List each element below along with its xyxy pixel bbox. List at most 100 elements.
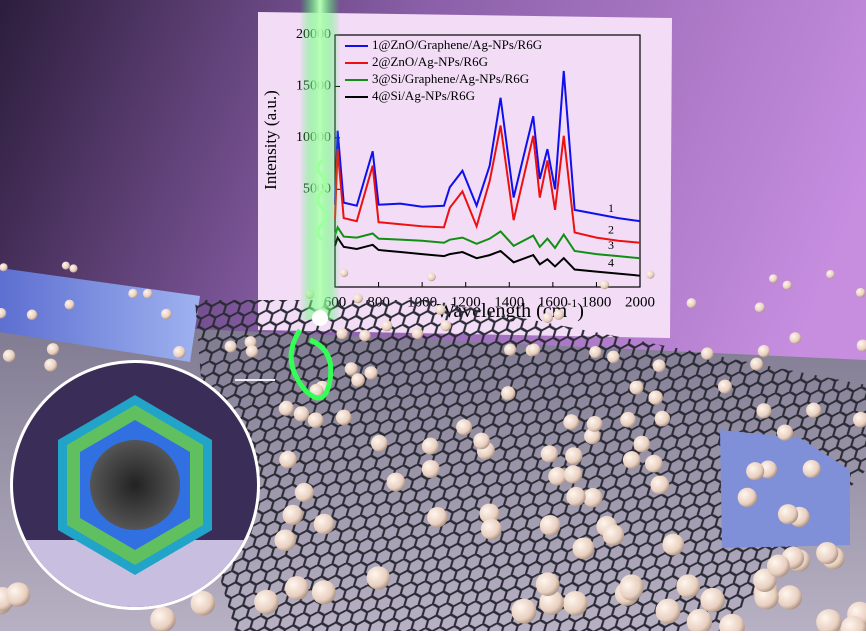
nanoparticle	[737, 487, 758, 508]
nanoparticle	[128, 288, 138, 299]
nanoparticle	[535, 572, 560, 597]
nanoparticle	[564, 465, 583, 484]
nanoparticle	[46, 343, 60, 356]
laser-spot	[288, 328, 334, 401]
nanoparticle	[473, 432, 490, 450]
nanoparticle	[782, 280, 792, 290]
nanoparticle	[336, 327, 348, 340]
nanoparticle	[662, 533, 685, 556]
nanoparticle	[224, 340, 237, 353]
nanoparticle	[278, 400, 294, 416]
nanoparticle	[686, 608, 713, 635]
nanoparticle	[0, 308, 7, 319]
nanoparticle	[652, 359, 666, 373]
nanoparticle	[480, 518, 502, 540]
y-axis-label: Intensity (a.u.)	[261, 90, 280, 190]
legend-label: 3@Si/Graphene/Ag-NPs/R6G	[372, 71, 529, 86]
nanoparticle	[776, 424, 794, 441]
nanoparticle	[421, 459, 440, 479]
nanoparticle	[190, 590, 216, 616]
nanoparticle	[750, 357, 764, 371]
nanoparticle	[528, 343, 541, 356]
nanoparticle	[540, 445, 558, 463]
x-tick-label: 1600	[538, 294, 568, 310]
nanoparticle	[339, 268, 349, 278]
nanoparticle	[622, 451, 641, 469]
nanoparticle	[274, 529, 296, 552]
series-annotation: 1	[608, 201, 614, 215]
nanoparticle	[479, 503, 500, 524]
nanoparticle	[64, 299, 75, 310]
nanoparticle	[648, 390, 663, 405]
nanoparticle	[584, 428, 601, 445]
series-line	[334, 70, 641, 223]
nanoparticle	[294, 482, 314, 503]
nanoparticle	[717, 379, 732, 394]
nanoparticle	[26, 309, 38, 320]
nanoparticle	[6, 582, 31, 607]
nanoparticle	[620, 411, 636, 428]
series-annotation: 4	[608, 255, 614, 269]
nanoparticle	[311, 580, 336, 605]
nanoparticle	[777, 504, 799, 525]
nanoparticle	[563, 590, 588, 616]
nanoparticle	[654, 410, 671, 427]
nanoparticle	[753, 568, 777, 593]
nanoparticle	[806, 402, 822, 418]
nanoparticle	[370, 434, 388, 452]
nanoparticle	[173, 346, 186, 359]
nanoparticle	[161, 308, 172, 320]
series-line	[334, 235, 641, 277]
nanoparticle	[586, 415, 603, 432]
nanoparticle	[646, 270, 655, 279]
nanoparticle	[566, 486, 586, 507]
nanoparticle	[607, 350, 620, 364]
nanoparticle	[542, 312, 553, 324]
nanoparticle	[245, 345, 259, 358]
nanoparticle	[313, 513, 335, 535]
legend-label: 1@ZnO/Graphene/Ag-NPs/R6G	[372, 37, 542, 52]
nanoparticle	[686, 298, 697, 309]
nanoparticle	[655, 598, 681, 624]
nanoparticle	[855, 287, 866, 298]
nanoparticle	[366, 566, 390, 590]
nanoparticle	[700, 587, 725, 613]
nanoparticle	[279, 450, 297, 469]
nanoparticle	[504, 343, 517, 356]
x-tick-label: 2000	[625, 294, 655, 310]
x-axis-label-part: -1	[567, 296, 577, 310]
inset	[13, 363, 257, 607]
laser-flash	[312, 310, 328, 326]
nanoparticle	[61, 261, 70, 270]
nanoparticle	[386, 472, 406, 492]
nanoparticle	[816, 541, 839, 565]
x-axis-label-part: )	[577, 300, 584, 322]
nanoparticle	[427, 272, 436, 282]
nanoparticle	[282, 504, 303, 526]
nanoparticle	[789, 332, 802, 344]
nanoparticle	[756, 403, 772, 419]
nanoparticle	[563, 414, 580, 430]
nanoparticle	[511, 598, 537, 624]
nanoparticle	[69, 264, 78, 273]
nanoparticle	[746, 462, 765, 481]
series-annotation: 2	[608, 223, 614, 237]
nanoparticle	[150, 606, 176, 633]
nanoparticle	[344, 362, 358, 376]
nanoparticle	[602, 524, 625, 546]
nanoparticle	[701, 347, 714, 360]
legend-label: 2@ZnO/Ag-NPs/R6G	[372, 54, 488, 69]
series-line	[334, 125, 641, 244]
nanoparticle	[539, 514, 561, 536]
x-tick-label: 1400	[494, 294, 524, 310]
nanoparticle	[754, 302, 765, 313]
nanoparticle	[142, 288, 153, 299]
nanoparticle	[421, 437, 439, 455]
nanoparticle	[826, 270, 835, 279]
nanoparticle	[548, 467, 567, 486]
scattered-light	[316, 158, 328, 242]
series-line	[334, 225, 641, 260]
nanoparticle	[2, 349, 16, 363]
nanoparticle	[553, 309, 564, 320]
